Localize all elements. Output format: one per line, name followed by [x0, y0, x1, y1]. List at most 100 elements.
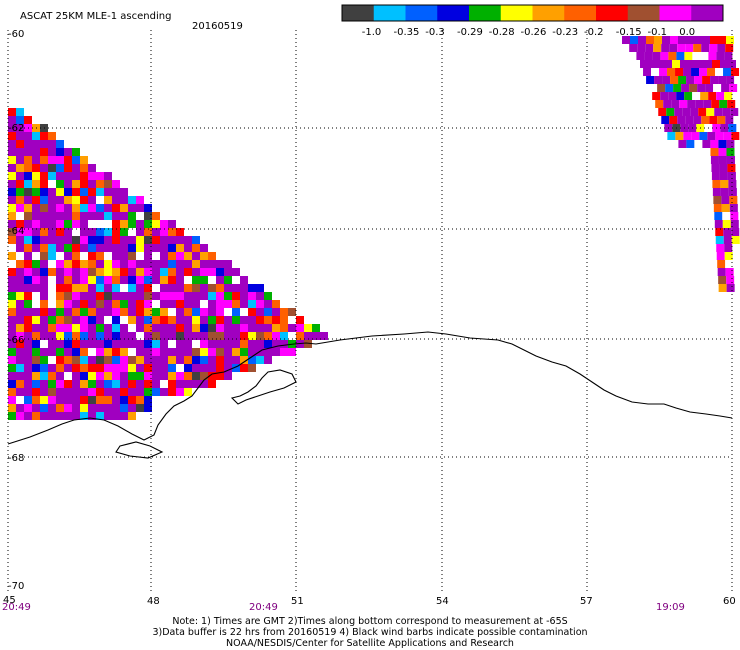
- swath-cell: [40, 260, 48, 268]
- swath-cell: [48, 340, 56, 348]
- swath-cell: [136, 300, 144, 308]
- swath-cell: [697, 84, 706, 92]
- swath-cell: [104, 252, 112, 260]
- swath-cell: [96, 372, 104, 380]
- swath-cell: [72, 340, 80, 348]
- swath-cell: [662, 76, 671, 84]
- swath-cell: [136, 380, 144, 388]
- swath-cell: [88, 324, 96, 332]
- swath-cell: [56, 188, 64, 196]
- swath-cell: [32, 404, 40, 412]
- swath-cell: [40, 292, 48, 300]
- swath-cell: [40, 268, 48, 276]
- swath-cell: [726, 284, 735, 292]
- swath-cell: [726, 276, 735, 284]
- swath-cell: [40, 396, 48, 404]
- swath-cell: [96, 292, 104, 300]
- swath-cell: [200, 268, 208, 276]
- swath-cell: [56, 364, 64, 372]
- swath-cell: [184, 292, 192, 300]
- swath-cell: [80, 204, 88, 212]
- swath-cell: [8, 348, 16, 356]
- swath-cell: [56, 292, 64, 300]
- swath-cell: [240, 308, 248, 316]
- swath-cell: [120, 356, 128, 364]
- swath-cell: [56, 300, 64, 308]
- swath-cell: [644, 52, 653, 60]
- swath-cell: [168, 228, 176, 236]
- swath-cell: [136, 396, 144, 404]
- swath-cell: [152, 268, 160, 276]
- swath-cell: [721, 204, 730, 212]
- swath-cell: [48, 324, 56, 332]
- swath-cell: [128, 332, 136, 340]
- swath-cell: [192, 380, 200, 388]
- colorbar-swatch: [437, 5, 470, 21]
- swath-cell: [208, 308, 216, 316]
- swath-cell: [240, 284, 248, 292]
- swath-cell: [72, 292, 80, 300]
- swath-cell: [88, 316, 96, 324]
- swath-cell: [144, 356, 152, 364]
- swath-cell: [64, 196, 72, 204]
- swath-cell: [96, 388, 104, 396]
- swath-cell: [48, 180, 56, 188]
- swath-cell: [660, 52, 669, 60]
- swath-cell: [88, 172, 96, 180]
- swath-cell: [224, 332, 232, 340]
- swath-cell: [8, 252, 16, 260]
- swath-cell: [96, 260, 104, 268]
- swath-cell: [168, 388, 176, 396]
- swath-cell: [56, 180, 64, 188]
- lat-label-60: -60: [8, 29, 24, 40]
- swath-cell: [16, 116, 24, 124]
- swath-cell: [112, 180, 120, 188]
- swath-cell: [64, 260, 72, 268]
- colorbar-labels: -1.0 -0.35 -0.3 -0.29 -0.28 -0.26 -0.23 -0.2 -0.…: [362, 27, 695, 38]
- swath-cell: [96, 404, 104, 412]
- swath-cell: [702, 36, 710, 44]
- swath-cell: [670, 36, 678, 44]
- swath-cell: [152, 300, 160, 308]
- swath-cell: [80, 180, 88, 188]
- swath-cell: [669, 116, 678, 124]
- swath-cell: [726, 36, 734, 44]
- swath-cell: [729, 204, 738, 212]
- swath-cell: [240, 316, 248, 324]
- swath-cell: [674, 108, 683, 116]
- swath-cell: [646, 76, 655, 84]
- swath-cell: [80, 220, 88, 228]
- swath-cell: [56, 228, 64, 236]
- swath-cell: [192, 324, 200, 332]
- swath-cell: [8, 268, 16, 276]
- swath-cell: [730, 220, 739, 228]
- swath-cell: [128, 356, 136, 364]
- swath-cell: [718, 148, 727, 156]
- swath-cell: [120, 244, 128, 252]
- swath-cell: [184, 252, 192, 260]
- swath-cell: [72, 404, 80, 412]
- swath-cell: [88, 276, 96, 284]
- swath-cell: [72, 308, 80, 316]
- swath-cell: [32, 396, 40, 404]
- swath-cell: [144, 252, 152, 260]
- swath-cell: [24, 388, 32, 396]
- swath-cell: [120, 212, 128, 220]
- swath-cell: [120, 340, 128, 348]
- swath-cell: [669, 44, 678, 52]
- swath-cell: [136, 196, 144, 204]
- swath-cell: [264, 332, 272, 340]
- swath-cell: [80, 348, 88, 356]
- swath-cell: [96, 236, 104, 244]
- swath-cell: [80, 244, 88, 252]
- swath-cell: [48, 156, 56, 164]
- swath-cell: [128, 244, 136, 252]
- swath-cell: [637, 44, 646, 52]
- swath-cell: [24, 364, 32, 372]
- swath-cell: [24, 356, 32, 364]
- swath-cell: [176, 380, 184, 388]
- swath-cell: [80, 172, 88, 180]
- swath-cell: [272, 300, 280, 308]
- swath-cell: [64, 412, 72, 420]
